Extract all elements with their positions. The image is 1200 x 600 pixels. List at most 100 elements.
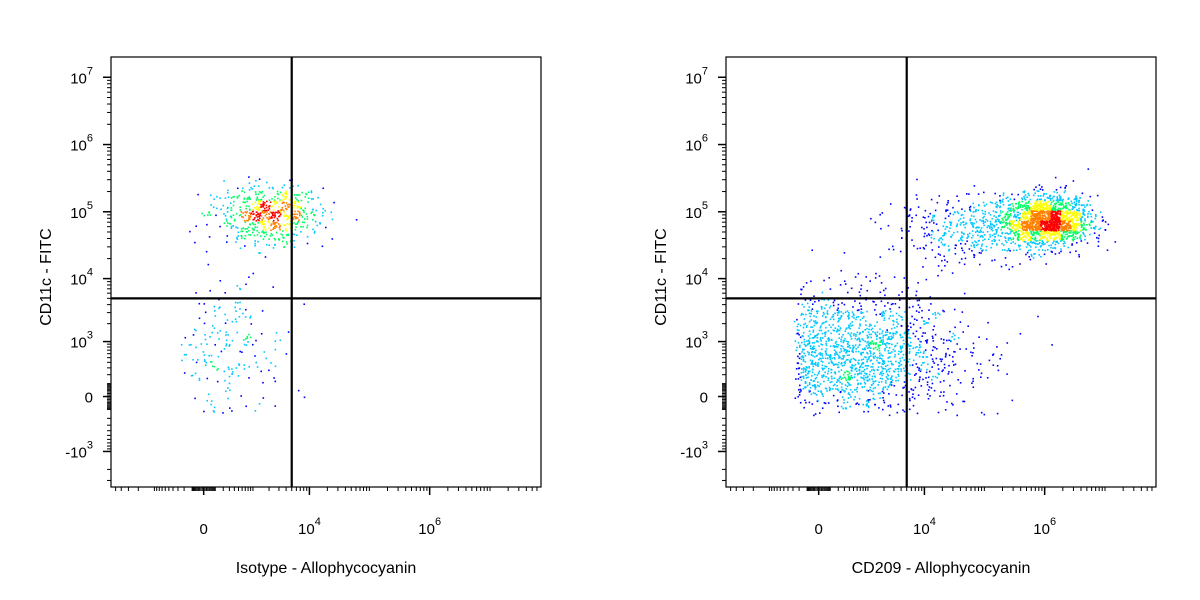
event-point xyxy=(827,370,830,372)
event-point xyxy=(925,221,927,224)
event-point xyxy=(833,356,835,359)
event-point xyxy=(810,354,813,356)
event-point xyxy=(810,280,812,283)
event-point xyxy=(1064,206,1066,209)
event-point xyxy=(799,391,801,394)
event-point xyxy=(960,231,963,233)
event-point xyxy=(965,348,967,350)
event-point xyxy=(1020,204,1022,206)
event-point xyxy=(1036,213,1039,215)
event-point xyxy=(283,211,286,214)
event-point xyxy=(829,318,832,321)
event-point xyxy=(937,274,939,277)
event-point xyxy=(837,320,839,323)
event-point xyxy=(991,202,993,204)
event-point xyxy=(1029,208,1031,211)
event-point xyxy=(1070,235,1072,237)
event-point xyxy=(864,329,866,331)
event-point xyxy=(866,347,869,349)
event-point xyxy=(851,366,853,368)
event-point xyxy=(842,347,845,350)
event-point xyxy=(870,336,872,339)
event-point xyxy=(321,211,324,214)
event-point xyxy=(1066,229,1068,232)
event-point xyxy=(926,393,929,395)
event-point xyxy=(1052,238,1055,241)
event-point xyxy=(220,350,223,353)
event-point xyxy=(1000,235,1002,237)
event-point xyxy=(300,231,302,233)
event-point xyxy=(1028,210,1030,213)
event-point xyxy=(868,378,871,381)
event-point xyxy=(901,394,903,397)
event-point xyxy=(1029,239,1032,241)
event-point xyxy=(819,357,821,360)
event-point xyxy=(844,384,847,386)
event-point xyxy=(230,227,233,229)
event-point xyxy=(943,380,945,382)
event-point xyxy=(923,361,925,364)
event-point xyxy=(985,203,988,206)
event-point xyxy=(1038,224,1040,227)
y-tick-label: 105 xyxy=(685,200,708,222)
event-point xyxy=(226,211,229,213)
event-point xyxy=(268,244,270,246)
event-point xyxy=(243,368,246,370)
event-point xyxy=(1078,236,1081,239)
event-point xyxy=(253,229,255,231)
event-point xyxy=(839,381,841,384)
event-point xyxy=(1039,220,1041,223)
event-point xyxy=(833,349,836,351)
event-point xyxy=(847,378,850,380)
event-point xyxy=(843,399,845,401)
event-point xyxy=(944,217,947,220)
event-point xyxy=(1059,198,1062,200)
event-point xyxy=(932,337,934,339)
event-point xyxy=(1063,245,1065,247)
event-point xyxy=(224,379,226,382)
event-point xyxy=(853,376,856,378)
event-point xyxy=(970,244,973,247)
event-point xyxy=(887,368,890,371)
event-point xyxy=(1032,205,1034,207)
event-point xyxy=(886,342,888,344)
event-point xyxy=(1052,230,1054,233)
event-point xyxy=(236,236,238,239)
event-point xyxy=(1097,245,1100,247)
event-point xyxy=(920,368,922,371)
event-point xyxy=(895,332,897,335)
event-point xyxy=(275,231,278,234)
event-point xyxy=(878,362,881,364)
event-point xyxy=(222,412,224,414)
event-point xyxy=(248,377,250,379)
event-point xyxy=(828,324,831,326)
event-point xyxy=(823,402,826,404)
event-point xyxy=(1009,214,1012,217)
event-point xyxy=(846,310,849,312)
event-point xyxy=(331,218,334,221)
event-point xyxy=(310,190,313,192)
event-point xyxy=(257,193,260,195)
event-point xyxy=(900,368,902,370)
event-point xyxy=(244,211,246,213)
event-point xyxy=(1071,213,1074,215)
event-point xyxy=(1047,217,1049,220)
event-point xyxy=(205,250,208,253)
event-point xyxy=(852,347,854,349)
event-point xyxy=(965,223,967,225)
event-point xyxy=(1044,202,1047,205)
event-point xyxy=(821,352,823,355)
event-point xyxy=(230,202,232,204)
event-point xyxy=(1038,184,1041,186)
event-point xyxy=(1054,218,1056,221)
event-point xyxy=(185,353,187,356)
event-point xyxy=(859,343,861,346)
event-point xyxy=(939,395,941,397)
event-point xyxy=(226,235,229,237)
event-point xyxy=(1084,206,1086,208)
event-point xyxy=(1035,246,1037,248)
event-point xyxy=(240,230,242,233)
event-point xyxy=(1053,237,1056,240)
event-point xyxy=(841,383,843,385)
event-point xyxy=(1053,191,1056,193)
